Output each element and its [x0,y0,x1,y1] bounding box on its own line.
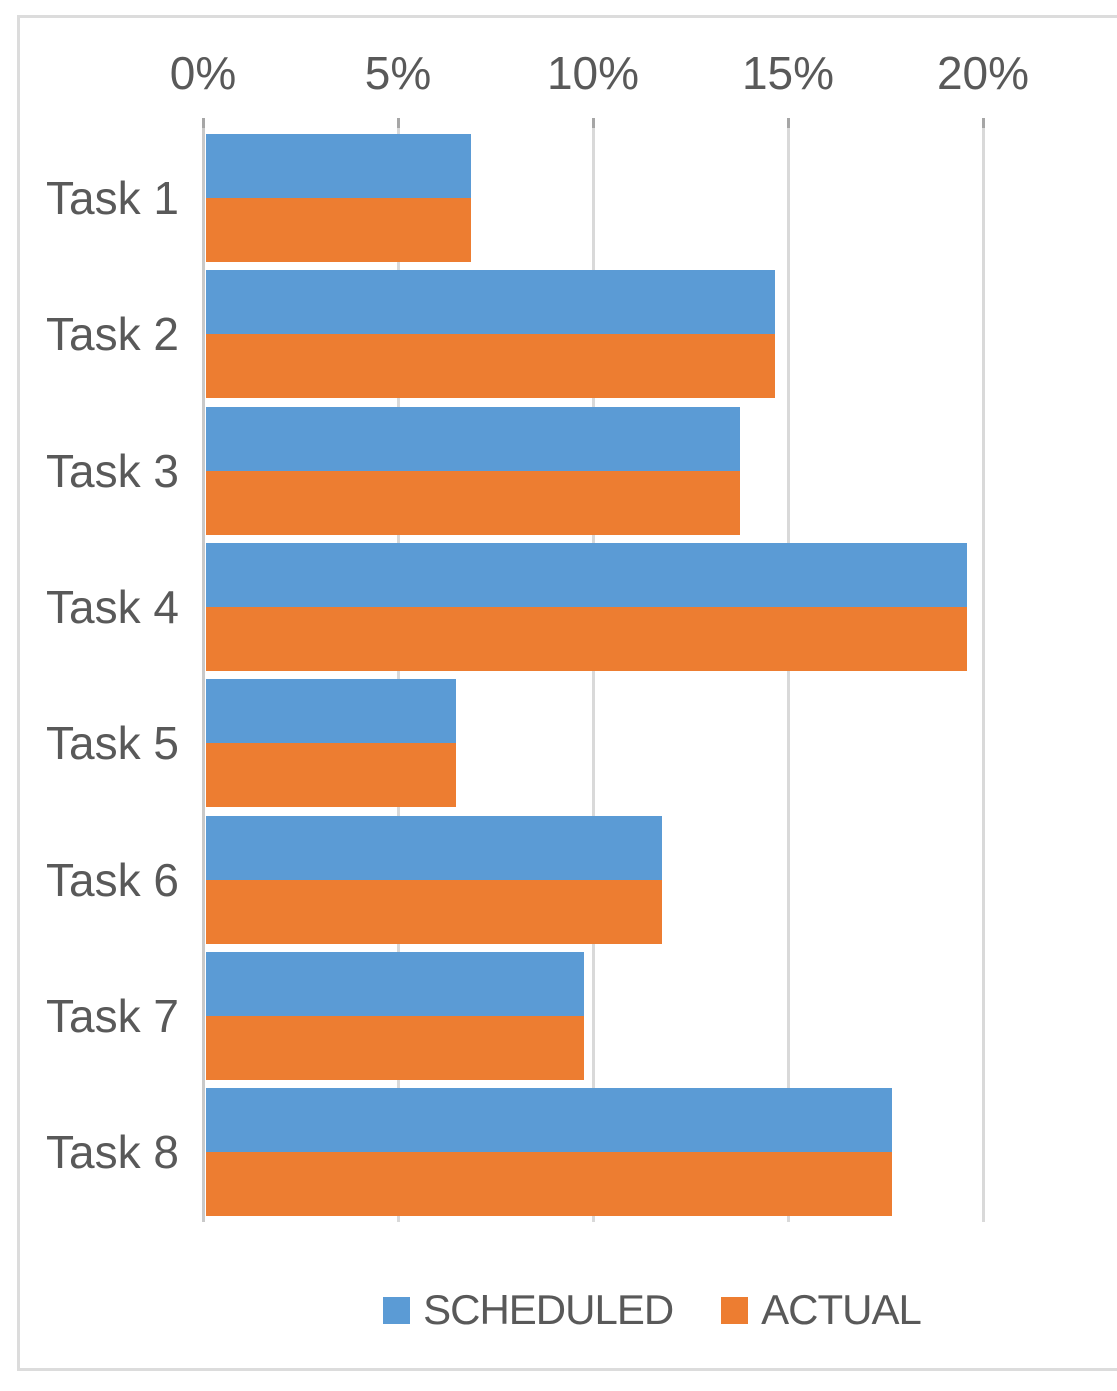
bar-actual-1 [206,198,472,262]
bar-scheduled-6 [206,815,663,880]
plot-area [202,118,1101,1222]
bar-scheduled-8 [206,1088,893,1153]
bar-scheduled-2 [206,270,776,335]
category-label-3: Task 3 [46,444,179,497]
legend-item-actual: ACTUAL [721,1286,922,1334]
category-label-2: Task 2 [46,308,179,361]
axis-tick-0pct [202,118,205,128]
category-label-7: Task 7 [46,989,179,1042]
gridline-0pct [202,128,205,1222]
gridline-10pct [592,128,595,1222]
category-label-1: Task 1 [46,172,179,224]
bar-scheduled-5 [206,679,456,744]
x-axis-label-0pct: 0% [169,47,237,99]
bar-actual-6 [206,879,663,944]
bar-scheduled-4 [206,542,967,607]
bar-actual-3 [206,470,741,535]
legend-item-scheduled: SCHEDULED [383,1286,674,1334]
axis-tick-5pct [397,118,400,128]
axis-tick-10pct [592,118,595,128]
x-axis-label-10pct: 10% [546,47,640,99]
gridline-15pct [787,128,790,1222]
bar-scheduled-3 [206,406,741,471]
axis-tick-20pct [982,118,985,128]
x-axis-label-5pct: 5% [364,47,432,99]
axis-tick-15pct [787,118,790,128]
x-axis-label-20pct: 20% [936,47,1030,99]
bar-scheduled-7 [206,951,585,1016]
bar-actual-4 [206,606,967,671]
category-label-8: Task 8 [46,1126,179,1179]
bar-actual-2 [206,334,776,399]
category-label-6: Task 6 [46,853,179,906]
chart-border [17,15,1117,1371]
bar-actual-5 [206,743,456,808]
legend: SCHEDULED ACTUAL [203,1284,1101,1336]
category-label-5: Task 5 [46,717,179,770]
gridline-5pct [397,128,400,1222]
bar-actual-7 [206,1015,585,1080]
gridline-20pct [982,128,985,1222]
legend-label-actual: ACTUAL [761,1286,922,1333]
legend-swatch-scheduled [383,1296,411,1324]
x-axis-label-15pct: 15% [741,47,835,99]
bar-scheduled-1 [206,134,472,198]
category-label-4: Task 4 [46,580,179,633]
x-axis: 0% 5% 10% 15% 20% [0,40,1117,106]
legend-label-scheduled: SCHEDULED [423,1286,674,1333]
legend-swatch-actual [721,1296,749,1324]
bar-actual-8 [206,1152,893,1217]
